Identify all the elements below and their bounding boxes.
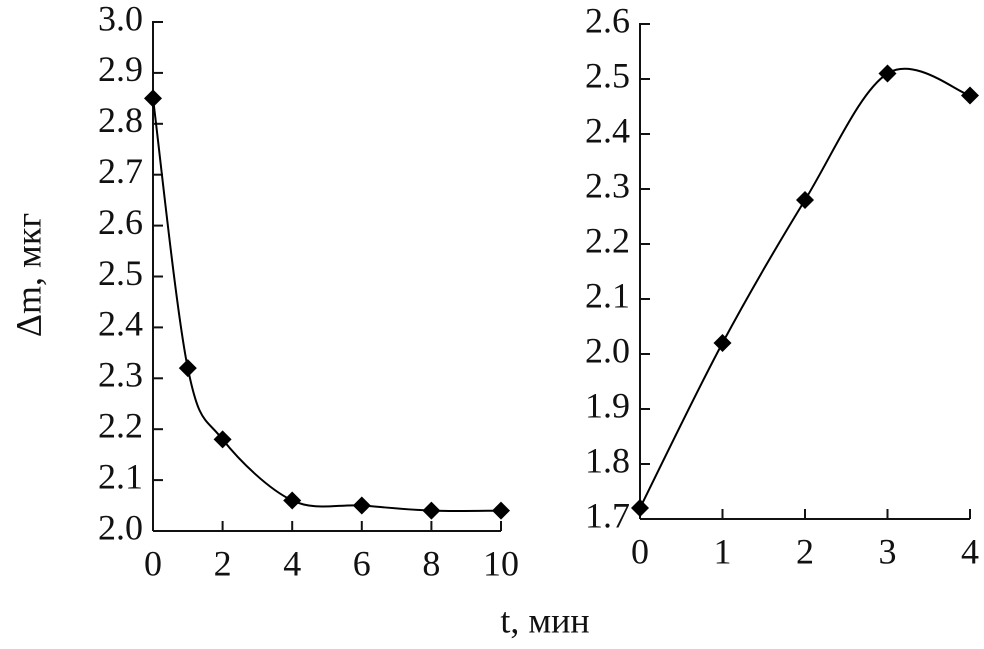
- x-tick-label: 2: [796, 531, 814, 571]
- x-tick-label: 10: [483, 543, 519, 583]
- y-tick-label: 2.2: [585, 220, 630, 260]
- x-tick-label: 0: [631, 531, 649, 571]
- y-tick-label: 2.6: [585, 0, 630, 40]
- y-tick-label: 2.3: [585, 165, 630, 205]
- y-tick-label: 3.0: [98, 0, 143, 38]
- marker: [492, 501, 510, 520]
- x-tick-label: 8: [422, 543, 440, 583]
- y-tick-label: 2.2: [98, 405, 143, 445]
- y-tick-label: 2.6: [98, 202, 143, 242]
- y-tick-label: 2.8: [98, 100, 143, 140]
- marker: [713, 334, 732, 352]
- marker: [631, 499, 649, 517]
- marker: [878, 64, 897, 83]
- x-axis-label: t, мин: [500, 600, 589, 640]
- x-tick-label: 0: [144, 543, 162, 583]
- x-tick-label: 2: [214, 543, 232, 583]
- marker: [178, 359, 197, 378]
- x-tick-label: 4: [961, 531, 979, 571]
- y-tick-label: 2.0: [98, 507, 143, 547]
- y-tick-label: 2.7: [98, 151, 143, 191]
- marker: [352, 496, 371, 515]
- marker: [283, 491, 302, 510]
- y-tick-label: 2.1: [585, 275, 630, 315]
- marker: [144, 89, 162, 108]
- line: [639, 67, 971, 509]
- marker: [422, 501, 441, 520]
- marker: [796, 191, 814, 209]
- marker: [213, 430, 232, 449]
- y-tick-label: 2.5: [98, 253, 143, 293]
- y-tick-label: 2.1: [98, 456, 143, 496]
- marker: [961, 86, 979, 105]
- y-tick-label: 1.8: [585, 440, 630, 480]
- y-tick-label: 2.0: [585, 330, 630, 370]
- x-tick-label: 3: [879, 531, 897, 571]
- x-tick-label: 1: [714, 531, 732, 571]
- x-tick-label: 6: [353, 543, 371, 583]
- x-tick-label: 4: [283, 543, 301, 583]
- y-tick-label: 2.4: [98, 304, 143, 344]
- y-axis-label: Δm, мкг: [8, 213, 48, 337]
- y-tick-label: 2.4: [585, 110, 630, 150]
- y-tick-label: 2.3: [98, 355, 143, 395]
- y-tick-label: 2.5: [585, 55, 630, 95]
- y-tick-label: 1.9: [585, 385, 630, 425]
- y-tick-label: 2.9: [98, 49, 143, 89]
- y-tick-label: 1.7: [585, 495, 630, 535]
- line: [152, 98, 502, 513]
